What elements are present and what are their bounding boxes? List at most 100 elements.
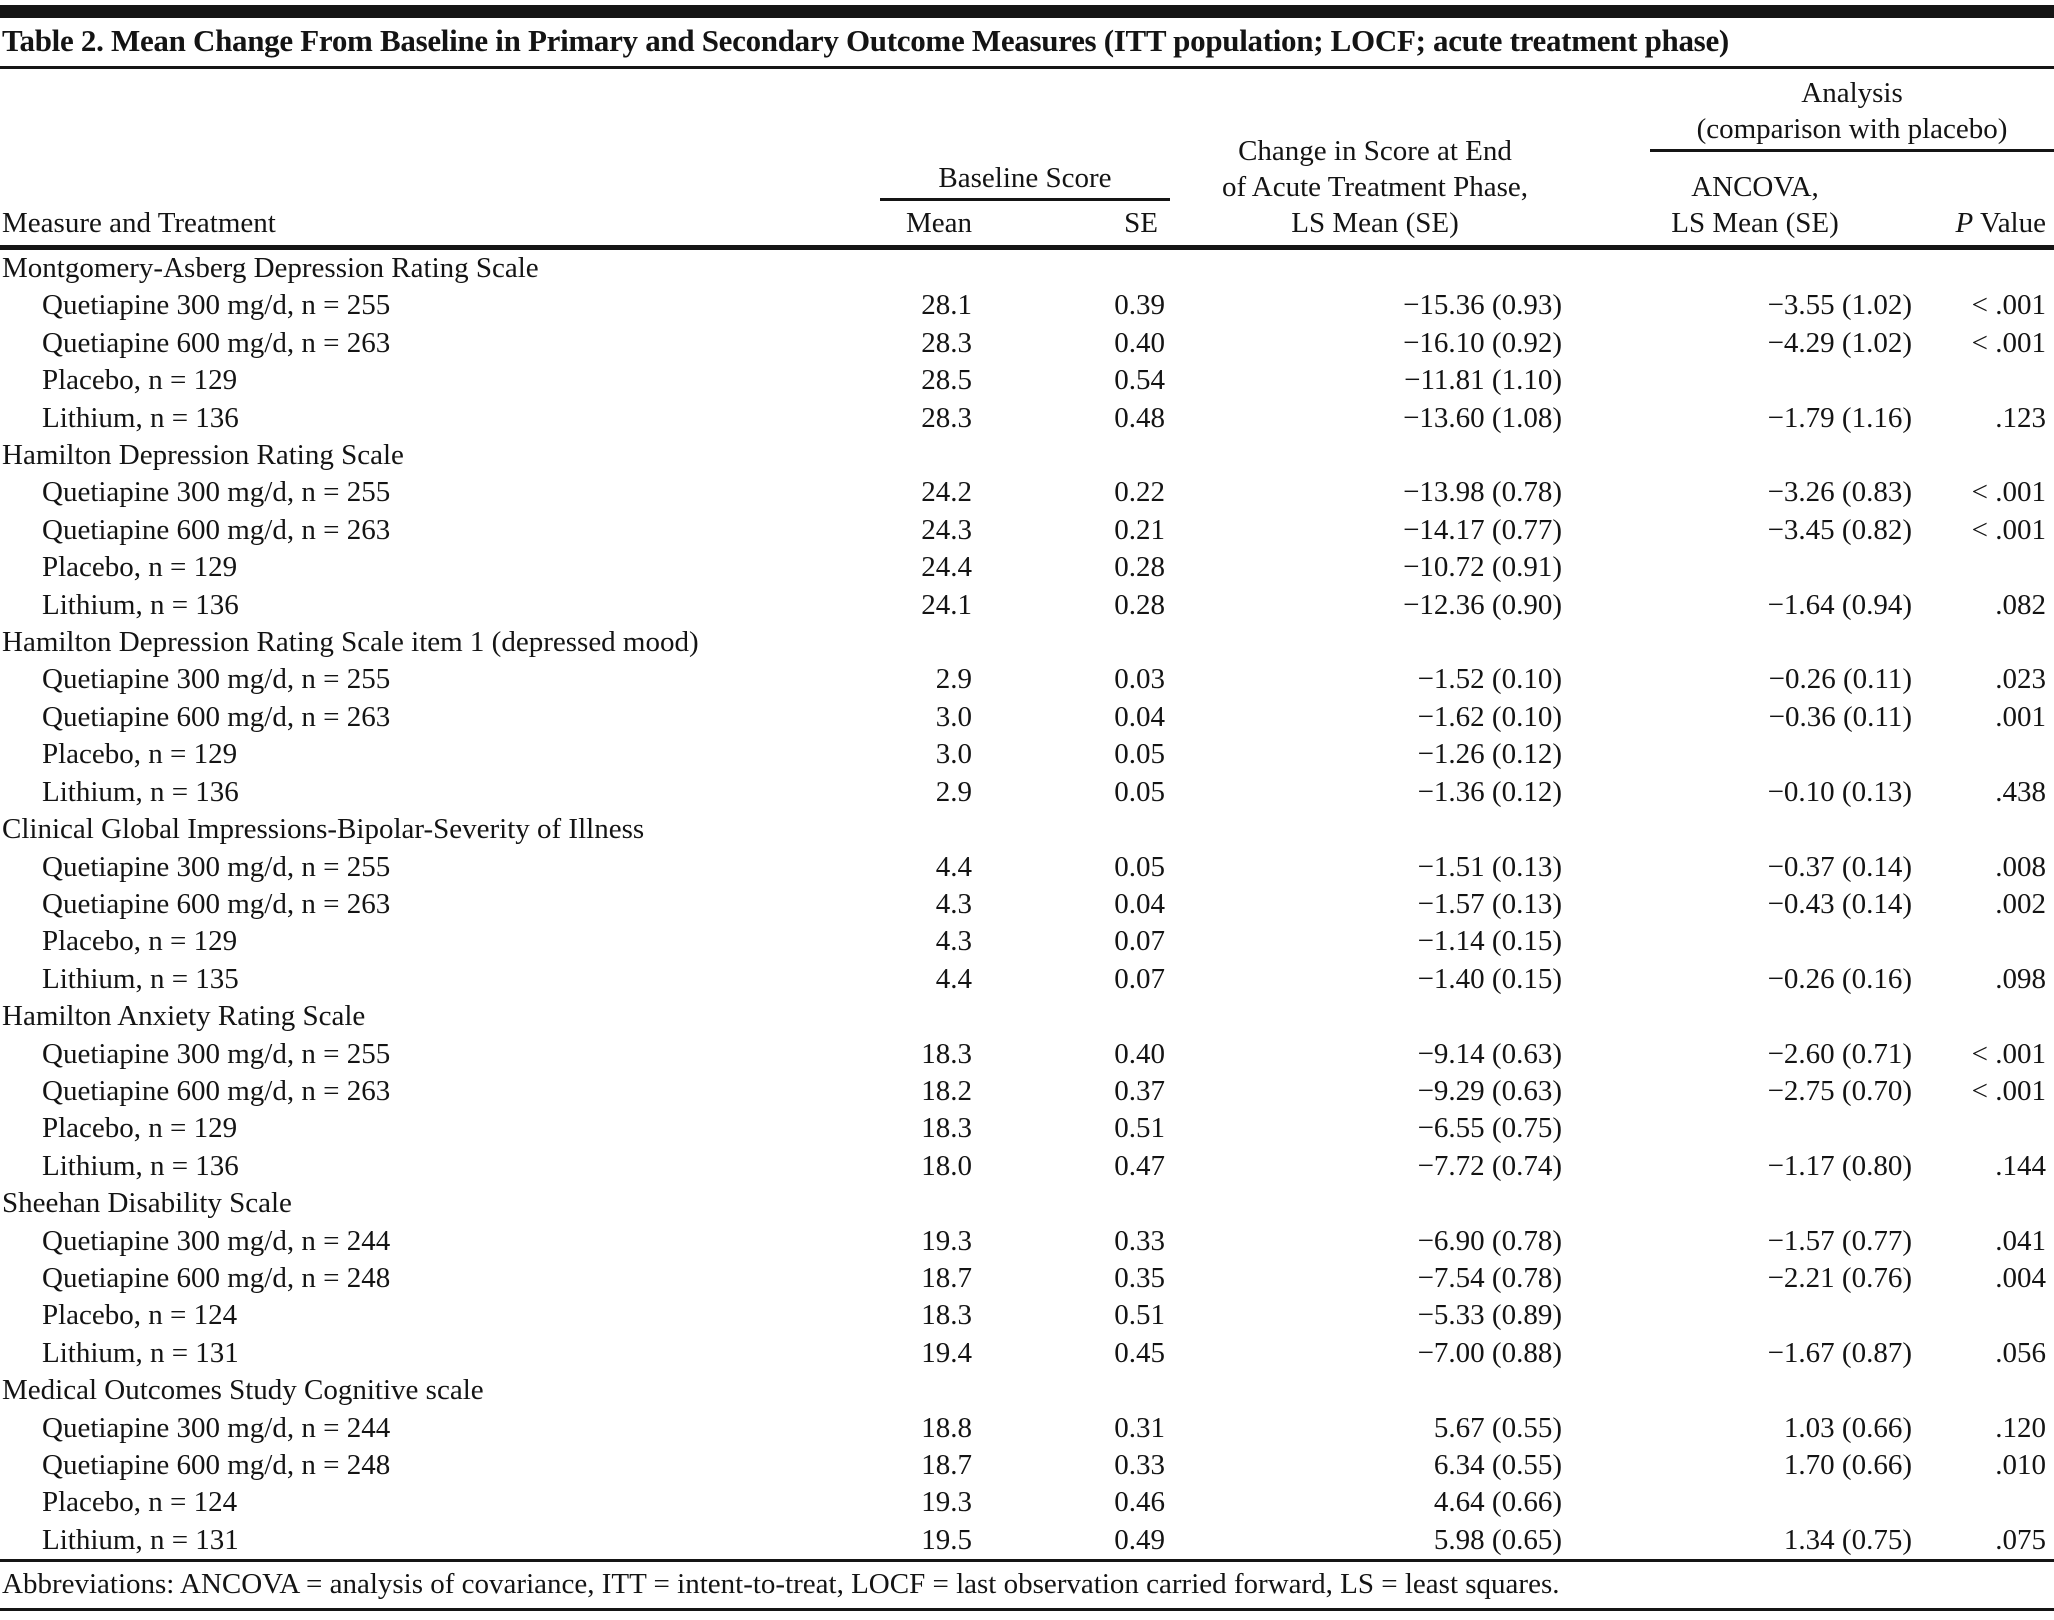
cell-treatment-label: Quetiapine 600 mg/d, n = 248 [42, 1449, 391, 1481]
cell-treatment-label: Lithium, n = 136 [42, 775, 239, 808]
cell-baseline-mean: 19.5 [921, 1523, 972, 1556]
cell-ancova-ls-mean: −2.21 (0.76) [1767, 1261, 1912, 1294]
cell-change-ls-mean: −1.51 (0.13) [1417, 850, 1562, 883]
table-row: Quetiapine 600 mg/d, n = 263 24.3 0.21 −… [0, 512, 2054, 549]
table-row: Quetiapine 300 mg/d, n = 255 2.9 0.03 −1… [0, 661, 2054, 698]
cell-treatment-label: Placebo, n = 129 [42, 925, 238, 958]
cell-baseline-se: 0.07 [1114, 925, 1165, 958]
cell-treatment-label: Quetiapine 600 mg/d, n = 263 [42, 700, 391, 733]
table-title: Table 2. Mean Change From Baseline in Pr… [0, 18, 2054, 69]
cell-ancova-ls-mean: −0.37 (0.14) [1767, 850, 1912, 883]
cell-ancova-ls-mean: −1.79 (1.16) [1767, 401, 1912, 434]
header-spacer [880, 69, 1170, 152]
cell-change-ls-mean: −11.81 (1.10) [1404, 364, 1562, 397]
cell-ancova-ls-mean [1580, 923, 1930, 960]
cell-ancova-ls-mean: −0.26 (0.11) [1768, 663, 1912, 696]
cell-treatment-label: Quetiapine 300 mg/d, n = 244 [42, 1224, 391, 1257]
cell-baseline-se: 0.46 [1114, 1486, 1165, 1519]
cell-p-value: .075 [1995, 1523, 2046, 1556]
table-row: Quetiapine 300 mg/d, n = 255 24.2 0.22 −… [0, 474, 2054, 511]
cell-baseline-mean: 18.3 [921, 1037, 972, 1070]
cell-p-value: .008 [1995, 850, 2046, 883]
cell-change-ls-mean: −7.54 (0.78) [1417, 1261, 1562, 1294]
analysis-header-line-2: (comparison with placebo) [1696, 113, 2008, 145]
cell-ancova-ls-mean: −0.36 (0.11) [1768, 700, 1912, 733]
cell-ancova-ls-mean [1580, 549, 1930, 586]
cell-change-ls-mean: −13.60 (1.08) [1403, 401, 1562, 434]
cell-p-value [1930, 549, 2054, 586]
cell-baseline-se: 0.33 [1114, 1224, 1165, 1257]
section-header-row: Hamilton Depression Rating Scale [0, 437, 2054, 474]
section-label: Montgomery-Asberg Depression Rating Scal… [2, 252, 539, 284]
cell-change-ls-mean: 5.67 (0.55) [1433, 1411, 1562, 1444]
cell-baseline-mean: 3.0 [935, 738, 972, 771]
cell-change-ls-mean: 5.98 (0.65) [1433, 1523, 1562, 1556]
table-row: Placebo, n = 129 18.3 0.51 −6.55 (0.75) [0, 1110, 2054, 1147]
cell-change-ls-mean: 4.64 (0.66) [1433, 1486, 1562, 1519]
section-label: Medical Outcomes Study Cognitive scale [2, 1374, 484, 1407]
cell-change-ls-mean: −6.90 (0.78) [1417, 1224, 1562, 1257]
table-row: Quetiapine 600 mg/d, n = 263 28.3 0.40 −… [0, 325, 2054, 362]
cell-change-ls-mean: −14.17 (0.77) [1403, 513, 1562, 546]
cell-p-value: .001 [1995, 700, 2046, 733]
table-row: Lithium, n = 136 2.9 0.05 −1.36 (0.12) −… [0, 774, 2054, 811]
cell-ancova-ls-mean [1580, 1110, 1930, 1147]
cell-change-ls-mean: −1.62 (0.10) [1417, 700, 1562, 733]
cell-baseline-mean: 28.3 [921, 401, 972, 434]
cell-baseline-se: 0.28 [1114, 551, 1165, 584]
cell-p-value: < .001 [1971, 326, 2046, 359]
cell-p-value: .120 [1995, 1411, 2046, 1444]
cell-ancova-ls-mean: −0.43 (0.14) [1767, 887, 1912, 920]
cell-treatment-label: Quetiapine 300 mg/d, n = 244 [42, 1411, 391, 1444]
header-row-2: Baseline Score ANCOVA, LS Mean (SE) P Va… [0, 152, 2054, 250]
col-group-analysis: Analysis (comparison with placebo) [1580, 69, 2054, 152]
table-row: Quetiapine 300 mg/d, n = 255 28.1 0.39 −… [0, 287, 2054, 324]
cell-change-ls-mean: −1.52 (0.10) [1417, 663, 1562, 696]
cell-ancova-ls-mean: −0.26 (0.16) [1767, 962, 1912, 995]
header-row-1: Measure and Treatment Change in Score at… [0, 69, 2054, 250]
table-body: Montgomery-Asberg Depression Rating Scal… [0, 248, 2054, 1561]
cell-change-ls-mean: −6.55 (0.75) [1417, 1112, 1562, 1145]
table-row: Placebo, n = 124 19.3 0.46 4.64 (0.66) [0, 1484, 2054, 1521]
cell-baseline-se: 0.03 [1114, 663, 1165, 696]
cell-baseline-se: 0.04 [1114, 700, 1165, 733]
cell-ancova-ls-mean: −0.10 (0.13) [1767, 775, 1912, 808]
cell-ancova-ls-mean: −1.57 (0.77) [1767, 1224, 1912, 1257]
col-header-p-value: P Value [1930, 152, 2054, 250]
cell-treatment-label: Quetiapine 300 mg/d, n = 255 [42, 850, 391, 883]
col-header-mean: Mean [880, 199, 980, 250]
table-row: Lithium, n = 131 19.5 0.49 5.98 (0.65) 1… [0, 1522, 2054, 1561]
cell-baseline-se: 0.21 [1114, 513, 1165, 546]
cell-treatment-label: Lithium, n = 136 [42, 401, 239, 434]
cell-baseline-mean: 18.2 [921, 1074, 972, 1107]
cell-baseline-mean: 28.5 [921, 364, 972, 397]
cell-p-value [1930, 1297, 2054, 1334]
cell-p-value [1930, 362, 2054, 399]
table-row: Placebo, n = 129 24.4 0.28 −10.72 (0.91) [0, 549, 2054, 586]
table-row: Quetiapine 600 mg/d, n = 248 18.7 0.33 6… [0, 1447, 2054, 1484]
section-header-row: Sheehan Disability Scale [0, 1185, 2054, 1222]
change-header-line-3: LS Mean (SE) [1291, 207, 1459, 239]
cell-baseline-se: 0.49 [1114, 1523, 1165, 1556]
cell-ancova-ls-mean: −3.26 (0.83) [1767, 476, 1912, 509]
col-header-ancova: ANCOVA, LS Mean (SE) [1580, 152, 1930, 250]
cell-change-ls-mean: −16.10 (0.92) [1403, 326, 1562, 359]
cell-baseline-mean: 18.0 [921, 1149, 972, 1182]
section-header-row: Montgomery-Asberg Depression Rating Scal… [0, 248, 2054, 288]
cell-ancova-ls-mean [1580, 1484, 1930, 1521]
cell-baseline-mean: 28.1 [921, 289, 972, 322]
cell-baseline-mean: 4.4 [935, 962, 972, 995]
cell-baseline-mean: 2.9 [935, 663, 972, 696]
table-row: Lithium, n = 136 18.0 0.47 −7.72 (0.74) … [0, 1148, 2054, 1185]
cell-treatment-label: Quetiapine 300 mg/d, n = 255 [42, 1037, 391, 1070]
abbreviations-footnote: Abbreviations: ANCOVA = analysis of cova… [0, 1562, 2054, 1612]
section-label: Hamilton Anxiety Rating Scale [2, 1000, 366, 1033]
cell-treatment-label: Placebo, n = 129 [42, 364, 238, 397]
cell-p-value: .123 [1995, 401, 2046, 434]
cell-baseline-mean: 24.4 [921, 551, 972, 584]
col-header-measure-and-treatment: Measure and Treatment [0, 69, 880, 250]
cell-p-value: .041 [1995, 1224, 2046, 1257]
cell-change-ls-mean: −7.00 (0.88) [1417, 1336, 1562, 1369]
cell-baseline-mean: 2.9 [935, 775, 972, 808]
table-row: Placebo, n = 129 4.3 0.07 −1.14 (0.15) [0, 923, 2054, 960]
